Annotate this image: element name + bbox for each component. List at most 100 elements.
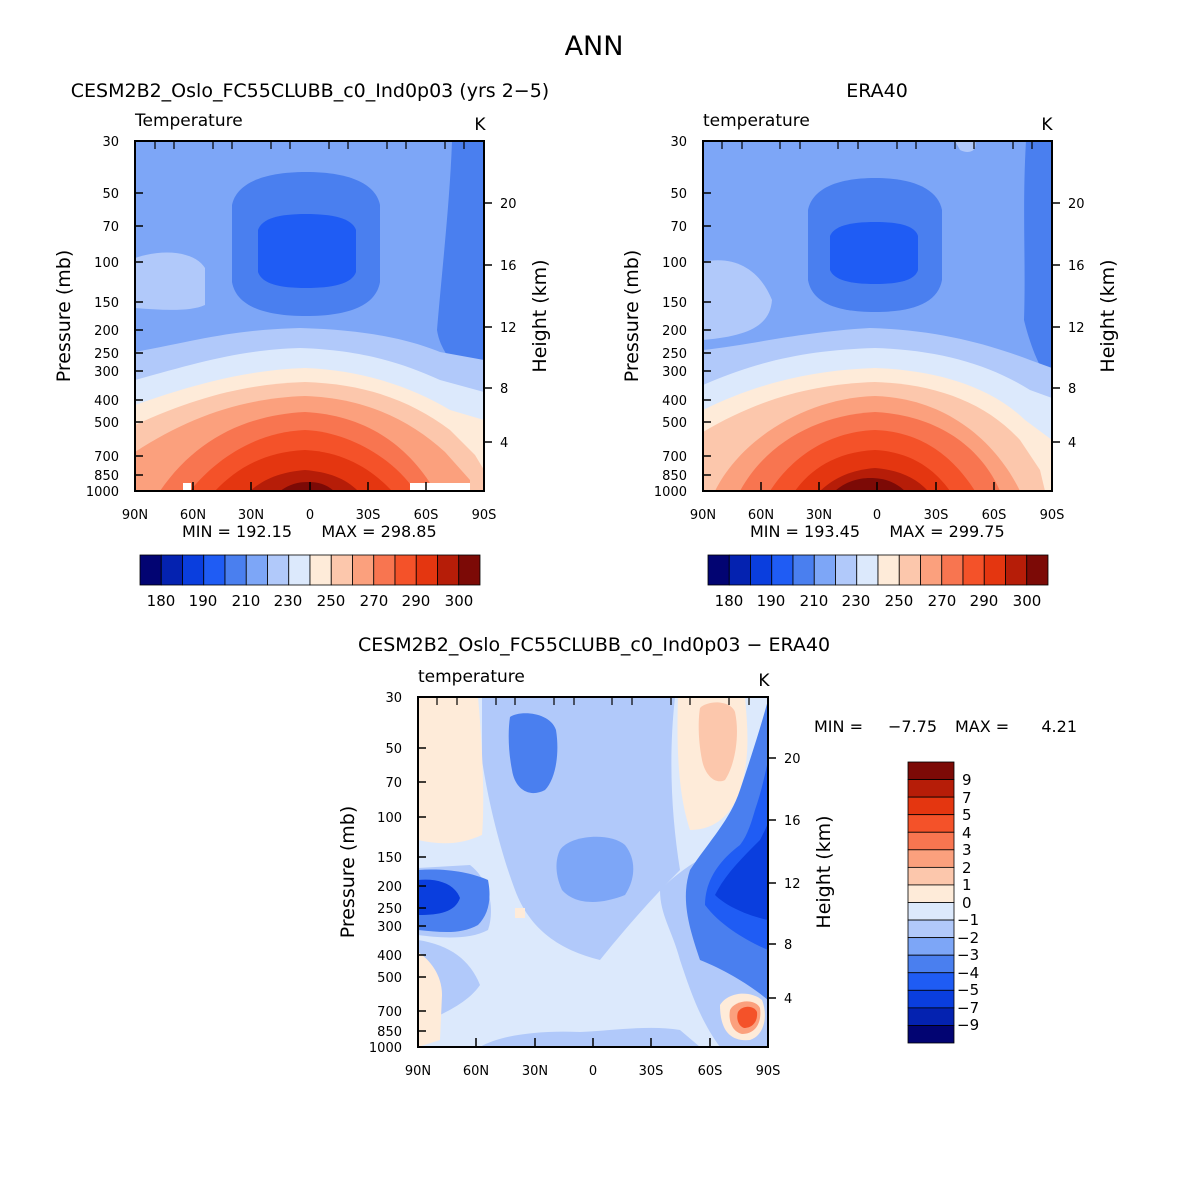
x-tick-label: 90S (756, 1064, 781, 1079)
colorbar-label: 250 (317, 592, 346, 610)
colorbar-label: 210 (232, 592, 261, 610)
colorbar-label: 4 (962, 824, 972, 842)
panel-title: ERA40 (846, 80, 908, 102)
height-tick-labels: 20 16 12 8 4 (784, 752, 801, 1007)
colorbar-swatch (907, 796, 955, 816)
latitude-ticks (417, 697, 769, 1047)
contour-band (258, 214, 356, 288)
max-label: MAX = 298.85 (321, 522, 436, 541)
colorbar-swatch (160, 554, 183, 586)
colorbar-label: 0 (962, 894, 972, 912)
y-tick-label: 850 (377, 1025, 402, 1040)
colorbar-labels: 180 190 210 230 250 270 290 300 (147, 592, 474, 610)
y-tick-labels: 30 50 70 100 150 200 250 300 400 500 700… (654, 135, 687, 500)
contour-band (955, 141, 976, 152)
contour-band (1024, 141, 1052, 385)
x-tick-label: 30N (806, 508, 832, 523)
contour-field (135, 141, 484, 491)
panel-model: CESM2B2_Oslo_FC55CLUBB_c0_Ind0p03 (yrs 2… (53, 80, 551, 610)
max-value: 4.21 (1041, 717, 1077, 736)
colorbar-label: −4 (957, 964, 979, 982)
height-tick-label: 20 (784, 752, 801, 767)
min-label: MIN = 192.15 (182, 522, 292, 541)
x-tick-labels: 90N 60N 30N 0 30S 60S 90S (122, 508, 497, 523)
colorbar-swatch (920, 554, 943, 586)
y-tick-label: 100 (377, 811, 402, 826)
contour-band (250, 470, 358, 491)
colorbar-swatch (907, 937, 955, 956)
colorbar-swatch (1026, 554, 1049, 586)
contour-band (418, 879, 460, 915)
pressure-ticks (135, 140, 143, 476)
y-axis-label: Pressure (mb) (53, 250, 75, 383)
contour-band (508, 713, 558, 794)
colorbar-label: 190 (189, 592, 218, 610)
colorbar (139, 554, 481, 586)
y-tick-label: 400 (94, 394, 119, 409)
colorbar-label: 7 (962, 789, 972, 807)
y-tick-labels: 30 50 70 100 150 200 250 300 400 500 700… (369, 691, 402, 1056)
x-tick-label: 0 (306, 508, 314, 523)
x-tick-label: 60S (982, 508, 1007, 523)
height-tick-label: 20 (1068, 197, 1085, 212)
height-tick-label: 20 (500, 197, 517, 212)
y-tick-label: 200 (377, 880, 402, 895)
colorbar-label: 210 (800, 592, 829, 610)
figure-title: ANN (565, 31, 624, 62)
y-tick-label: 250 (662, 347, 687, 362)
units-label: K (758, 671, 770, 691)
min-value: −7.75 (888, 717, 937, 736)
colorbar-swatch (267, 554, 290, 586)
panel-title: CESM2B2_Oslo_FC55CLUBB_c0_Ind0p03 (yrs 2… (71, 80, 549, 102)
x-tick-label: 30N (238, 508, 264, 523)
y-tick-label: 400 (377, 949, 402, 964)
height-tick-label: 16 (1068, 259, 1085, 274)
height-tick-label: 8 (500, 382, 508, 397)
y-tick-label: 50 (670, 187, 687, 202)
colorbar-swatch (907, 866, 955, 886)
colorbar-swatch (813, 554, 836, 586)
contour-band (737, 1006, 758, 1028)
colorbar-label: −2 (957, 929, 979, 947)
colorbar-label: 290 (970, 592, 999, 610)
colorbar-label: 270 (928, 592, 957, 610)
colorbar-swatch (224, 554, 247, 586)
height-tick-label: 12 (1068, 321, 1085, 336)
x-tick-label: 90N (405, 1064, 431, 1079)
height-tick-label: 8 (784, 938, 792, 953)
colorbar-swatch (750, 554, 773, 586)
colorbar-swatch (907, 1007, 955, 1026)
height-tick-label: 12 (784, 877, 801, 892)
max-label: MAX = (955, 717, 1009, 736)
height-tick-label: 12 (500, 321, 517, 336)
colorbar-swatch (330, 554, 353, 586)
colorbar-swatch (898, 554, 921, 586)
height-tick-label: 4 (784, 992, 792, 1007)
colorbar-swatch (907, 779, 955, 798)
colorbar-swatch (458, 554, 481, 586)
y-tick-label: 850 (94, 469, 119, 484)
colorbar-swatch (352, 554, 375, 586)
colorbar-swatch (771, 554, 794, 586)
colorbar-swatch (856, 554, 879, 586)
y-tick-label: 100 (94, 256, 119, 271)
colorbar-swatch (907, 849, 955, 868)
height-tick-label: 16 (784, 814, 801, 829)
colorbar-swatch (415, 554, 438, 586)
y-tick-label: 300 (94, 365, 119, 380)
y-tick-label: 1000 (86, 485, 119, 500)
height-tick-label: 16 (500, 259, 517, 274)
y-tick-label: 400 (662, 394, 687, 409)
colorbar-swatch (907, 954, 955, 974)
x-tick-label: 60S (698, 1064, 723, 1079)
contour-band (835, 478, 905, 491)
colorbar (707, 554, 1049, 586)
x-tick-label: 0 (589, 1064, 597, 1079)
colorbar-labels: 9 7 5 4 3 2 1 0 −1 −2 −3 −4 −5 −7 −9 (957, 771, 979, 1034)
contour-band (135, 252, 205, 310)
colorbar-label: 5 (962, 806, 972, 824)
y-tick-label: 300 (377, 920, 402, 935)
colorbar-swatch (983, 554, 1006, 586)
contour-band (715, 820, 768, 920)
